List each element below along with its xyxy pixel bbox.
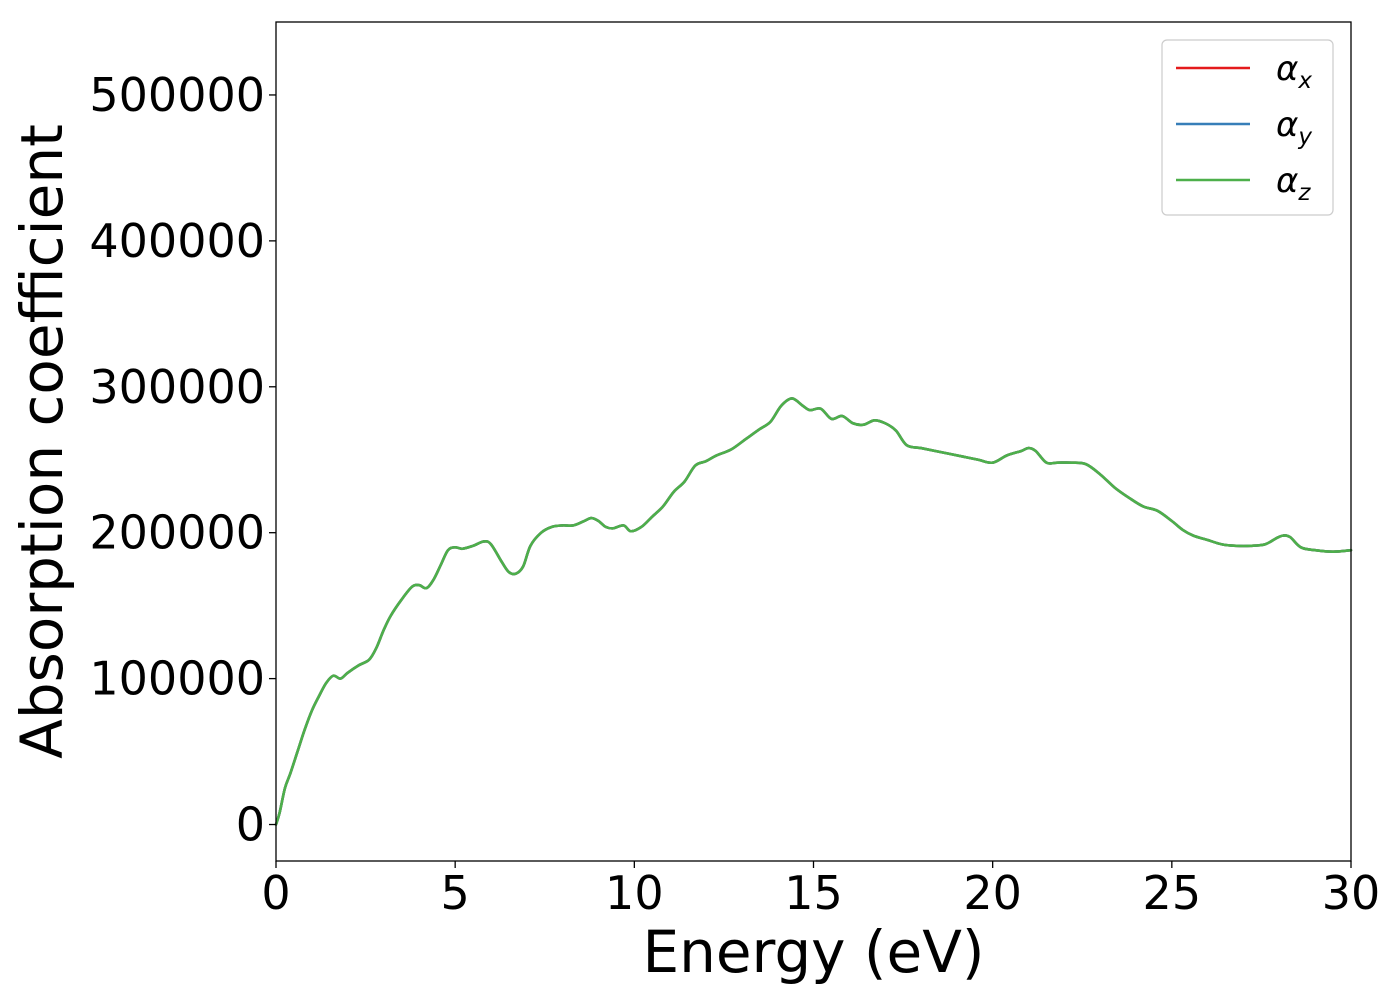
legend-label: αy: [1276, 105, 1312, 150]
legend-subscript: z: [1297, 180, 1311, 206]
x-axis: 0 5 10 15 20 25 30: [261, 861, 1380, 920]
y-tick-label: 0: [236, 798, 265, 852]
x-tick-label: 10: [605, 866, 664, 920]
x-tick-label: 5: [441, 866, 470, 920]
series-line-z: [274, 397, 1353, 826]
x-tick-label: 0: [261, 866, 290, 920]
y-tick-label: 400000: [89, 214, 265, 268]
legend-label: αz: [1276, 161, 1311, 206]
y-axis: 0 100000 200000 300000 400000 500000: [89, 68, 276, 852]
legend-symbol: α: [1276, 105, 1298, 145]
x-tick-label: 25: [1143, 866, 1202, 920]
x-tick-label: 30: [1322, 866, 1381, 920]
legend-subscript: x: [1297, 68, 1312, 94]
series-layer: [274, 397, 1353, 826]
y-tick-label: 300000: [89, 360, 265, 414]
y-tick-label: 200000: [89, 506, 265, 560]
legend-label: αx: [1276, 49, 1312, 94]
x-tick-label: 15: [784, 866, 843, 920]
legend-subscript: y: [1297, 124, 1312, 150]
legend-symbol: α: [1276, 161, 1298, 201]
legend-symbol: α: [1276, 49, 1298, 89]
legend-box: [1161, 39, 1334, 216]
x-tick-label: 20: [963, 866, 1022, 920]
y-tick-label: 100000: [89, 652, 265, 706]
y-tick-label: 500000: [89, 68, 265, 122]
x-axis-title: Energy (eV): [642, 918, 984, 986]
y-axis-title: Absorption coefficient: [8, 124, 76, 759]
